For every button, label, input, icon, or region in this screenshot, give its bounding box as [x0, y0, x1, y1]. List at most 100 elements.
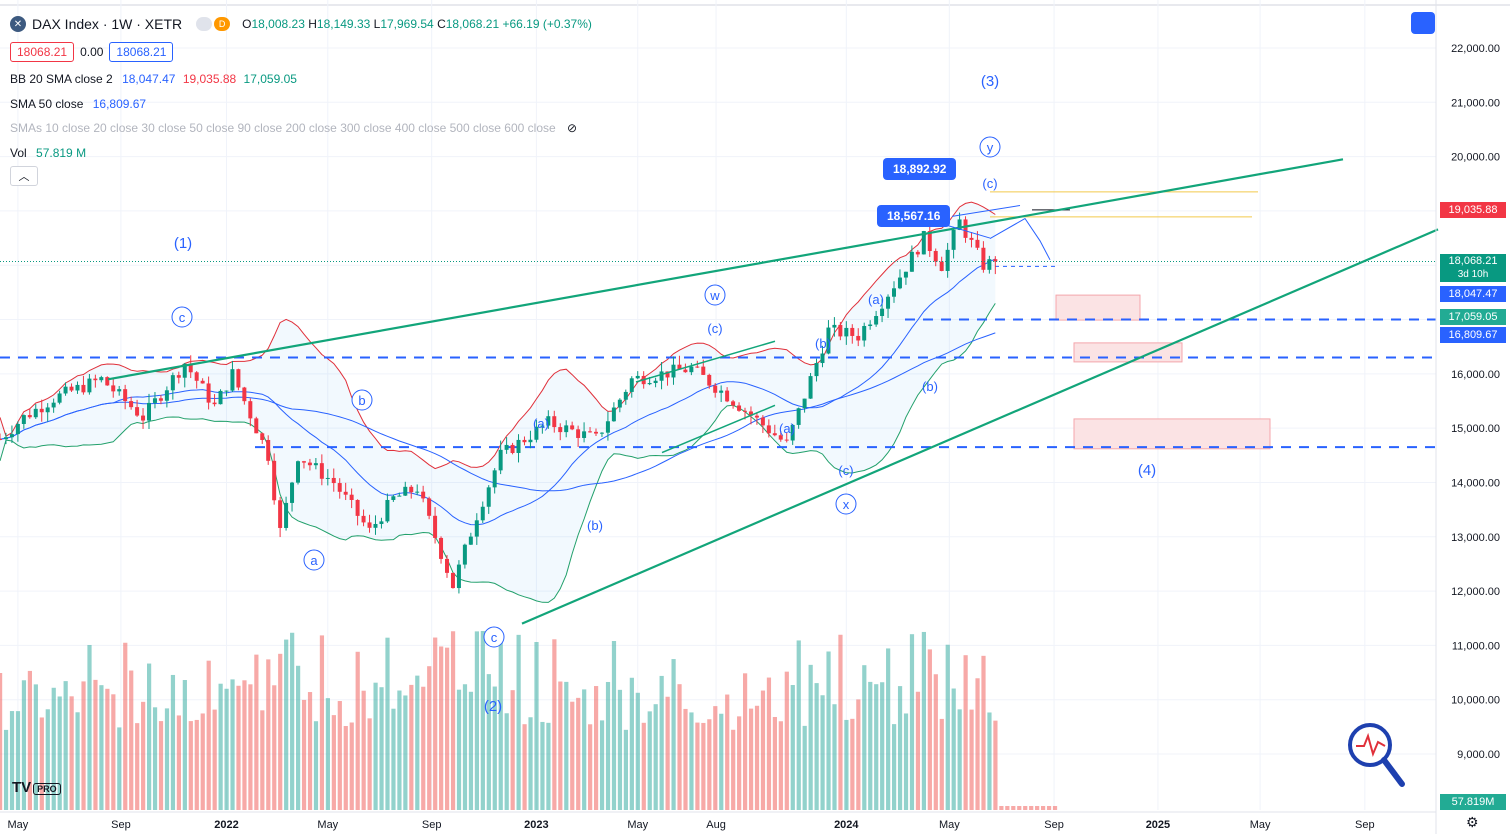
volume-bar — [510, 690, 515, 810]
bb-fill — [0, 202, 996, 603]
volume-bar — [617, 689, 623, 810]
candle-body — [731, 401, 736, 406]
candle-body — [69, 386, 74, 391]
candle-body — [528, 439, 533, 443]
wave-label-circle — [704, 284, 726, 306]
bb-lower-value: 17,059.05 — [243, 72, 297, 86]
y-tick-label: 16,000.00 — [1451, 369, 1500, 381]
screenshot-button[interactable] — [1411, 12, 1435, 34]
candle-body — [9, 434, 14, 438]
volume-bar — [63, 681, 68, 810]
candle-body — [325, 477, 330, 479]
symbol-title[interactable]: DAX Index · 1W · XETR — [32, 16, 183, 32]
candle-body — [33, 408, 38, 418]
volume-bar — [719, 713, 724, 810]
sell-button[interactable]: 18068.21 — [10, 42, 75, 62]
ohlc-readout: O18,008.23 H18,149.33 L17,969.54 C18,068… — [242, 17, 592, 31]
candle-body — [778, 435, 783, 440]
volume-bar — [1029, 806, 1034, 810]
sma50-tag: 16,809.67 — [1440, 327, 1506, 343]
volume-bar — [629, 677, 634, 810]
volume-bar — [81, 681, 86, 810]
candle-body — [665, 371, 670, 378]
candle-body — [15, 423, 20, 435]
volume-bar — [492, 686, 497, 810]
volume-bar — [808, 664, 813, 810]
volume-bar — [677, 684, 682, 810]
volume-bar — [713, 706, 718, 810]
sma50-value: 16,809.67 — [92, 97, 147, 111]
volume-bar — [260, 710, 265, 810]
candle-body — [415, 491, 420, 493]
bb-legend[interactable]: BB 20 SMA close 2 18,047.47 19,035.88 17… — [10, 72, 297, 86]
eye-off-icon[interactable]: ⊘ — [567, 121, 578, 135]
candle-body — [838, 324, 843, 337]
volume-bar — [564, 681, 569, 810]
volume-bar — [296, 665, 301, 810]
volume-bar — [123, 642, 128, 810]
candle-body — [147, 402, 151, 421]
candle-body — [170, 375, 175, 391]
candle-body — [892, 288, 896, 297]
candle-body — [355, 499, 360, 516]
volume-bar — [39, 717, 44, 810]
buy-button[interactable]: 18068.21 — [109, 42, 174, 62]
candle-body — [379, 521, 384, 524]
volume-bar — [51, 687, 56, 810]
candle-body — [236, 369, 241, 388]
x-tick-label: May — [939, 819, 960, 831]
candle-body — [158, 398, 163, 401]
candle-body — [480, 506, 485, 521]
channel-line — [107, 158, 1344, 381]
wave-label: (3) — [981, 73, 999, 90]
volume-bar — [647, 711, 652, 810]
sma50-legend[interactable]: SMA 50 close 16,809.67 — [10, 97, 146, 111]
close-value: 18,068.21 — [445, 17, 500, 31]
volume-bar — [278, 653, 283, 810]
candle-body — [278, 500, 283, 528]
volume-bar — [498, 642, 503, 810]
candle-body — [117, 389, 122, 392]
wave-label: c — [179, 310, 186, 325]
volume-bar — [1005, 806, 1010, 810]
volume-bar — [373, 682, 378, 810]
volume-bar — [456, 689, 462, 810]
collapse-legend-button[interactable]: ︿ — [10, 166, 38, 186]
candle-body — [284, 502, 289, 528]
bb-name: BB 20 SMA close 2 — [10, 72, 113, 86]
wave-label: (a) — [533, 416, 549, 431]
volume-legend[interactable]: Vol 57.819 M — [10, 146, 86, 160]
smas-legend[interactable]: SMAs 10 close 20 close 30 close 50 close… — [10, 121, 577, 135]
gear-icon[interactable]: ⚙ — [1466, 814, 1479, 830]
pulse-line — [1356, 732, 1386, 758]
volume-bar — [707, 719, 712, 810]
candle-body — [689, 366, 694, 373]
volume-bar — [969, 709, 974, 810]
candle-body — [75, 384, 80, 391]
candle-body — [623, 391, 628, 400]
volume-bar — [558, 681, 563, 810]
candle-body — [319, 463, 324, 479]
candle-body — [719, 390, 724, 393]
candle-body — [373, 523, 378, 528]
volume-bar — [0, 673, 3, 810]
candle-body — [0, 439, 2, 441]
volume-tag: 57.819M — [1440, 794, 1506, 810]
volume-bar — [1035, 806, 1040, 810]
volume-bar — [754, 705, 760, 810]
y-tick-label: 22,000.00 — [1451, 43, 1500, 55]
candle-body — [492, 470, 497, 488]
bb-upper-tag: 19,035.88 — [1440, 202, 1506, 218]
candle-body — [57, 393, 62, 403]
candle-body — [659, 371, 664, 381]
candle-body — [498, 449, 503, 471]
volume-bar — [975, 678, 980, 810]
volume-bar — [21, 680, 27, 810]
volume-bar — [957, 709, 962, 810]
candle-body — [862, 326, 867, 341]
candle-body — [760, 417, 765, 426]
candle-body — [558, 427, 563, 433]
volume-bar — [343, 726, 348, 810]
candle-body — [93, 378, 98, 381]
